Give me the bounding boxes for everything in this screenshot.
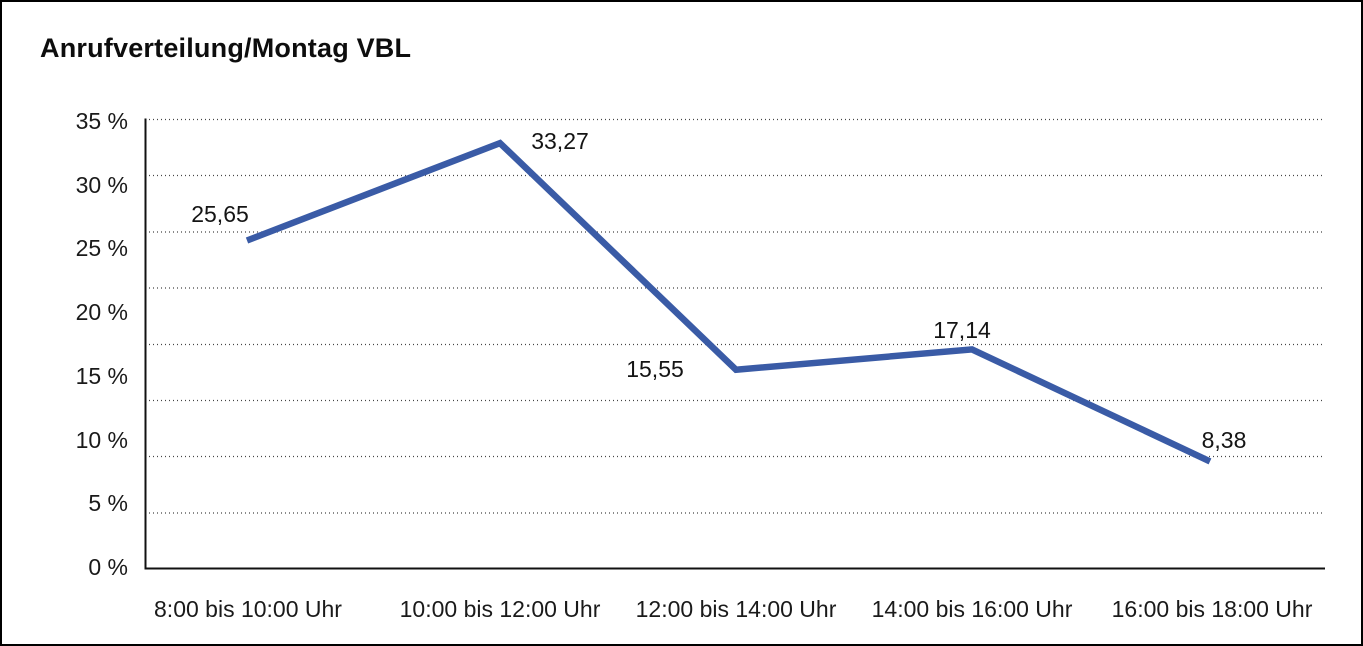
x-axis-category-label: 16:00 bis 18:00 Uhr [1112,596,1313,622]
data-point-label: 17,14 [933,317,991,343]
y-axis-tick-label: 35 % [76,108,128,134]
y-axis-tick-label: 0 % [88,554,128,580]
y-axis-tick-label: 25 % [76,235,128,261]
data-point-label: 15,55 [626,356,684,382]
data-line [245,139,1212,465]
gridlines [145,118,1325,514]
x-axis-category-labels: 8:00 bis 10:00 Uhr 10:00 bis 12:00 Uhr 1… [154,596,1313,622]
y-axis-tick-label: 10 % [76,427,128,453]
y-axis-tick-label: 15 % [76,363,128,389]
data-point-labels: 25,65 33,27 15,55 17,14 8,38 [191,128,1246,453]
x-axis-category-label: 12:00 bis 14:00 Uhr [636,596,837,622]
y-axis-tick-label: 30 % [76,172,128,198]
data-point-label: 33,27 [531,128,589,154]
data-point-label: 25,65 [191,201,249,227]
data-point-label: 8,38 [1202,427,1247,453]
x-axis-category-label: 14:00 bis 16:00 Uhr [872,596,1073,622]
y-axis-tick-label: 20 % [76,299,128,325]
y-axis-tick-label: 5 % [88,490,128,516]
y-axis-tick-labels: 35 % 30 % 25 % 20 % 15 % 10 % 5 % 0 % [76,108,128,580]
x-axis-category-label: 8:00 bis 10:00 Uhr [154,596,342,622]
x-axis-category-label: 10:00 bis 12:00 Uhr [400,596,601,622]
chart-title: Anrufverteilung/Montag VBL [40,33,412,63]
